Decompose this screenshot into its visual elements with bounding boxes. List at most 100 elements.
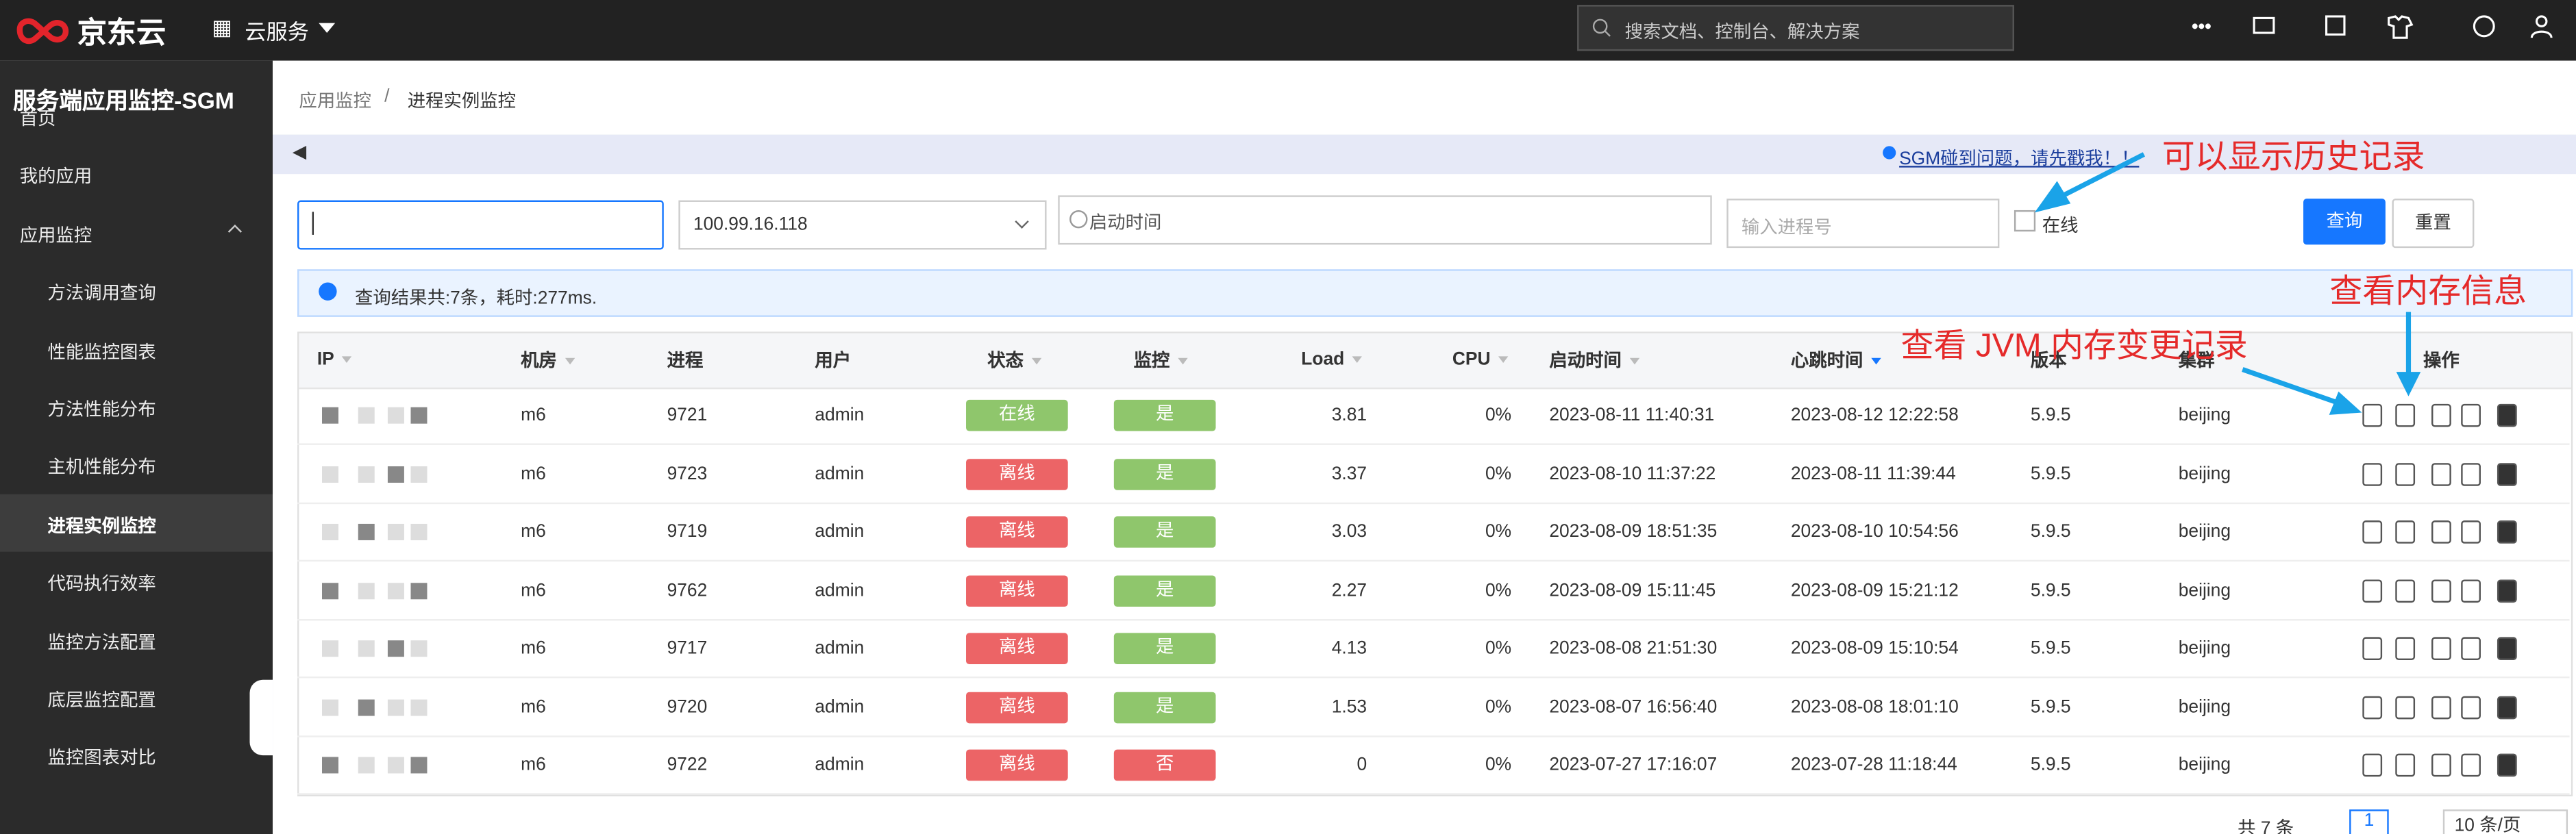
nav-item[interactable]: 代码执行效率 bbox=[47, 574, 156, 595]
nav-item[interactable]: 方法调用查询 bbox=[47, 284, 156, 305]
action-icon[interactable] bbox=[2395, 637, 2416, 660]
action-icon[interactable] bbox=[2395, 462, 2416, 485]
sort-icon[interactable] bbox=[1498, 356, 1509, 364]
search-box[interactable]: 搜索文档、控制台、解决方案 bbox=[1577, 5, 2014, 51]
action-icon[interactable] bbox=[2395, 520, 2416, 544]
start-time-input[interactable]: 启动时间 bbox=[1058, 195, 1712, 245]
cell: 2023-08-10 11:37:22 bbox=[1549, 464, 1716, 484]
nav-item[interactable]: 方法性能分布 bbox=[47, 401, 156, 420]
nav-item[interactable]: 进程实例监控 bbox=[47, 516, 156, 537]
sort-icon[interactable] bbox=[1178, 357, 1188, 365]
query-button[interactable]: 查询 bbox=[2303, 199, 2386, 245]
action-icon[interactable] bbox=[2431, 637, 2451, 660]
ip-blur bbox=[358, 698, 375, 716]
action-icon[interactable] bbox=[2362, 520, 2383, 544]
host-select[interactable]: 100.99.16.118 bbox=[678, 200, 1047, 250]
nav-item[interactable]: 监控方法配置 bbox=[47, 633, 156, 653]
search-placeholder: 搜索文档、控制台、解决方案 bbox=[1624, 23, 1860, 43]
action-icon[interactable] bbox=[2395, 403, 2416, 427]
nav-item[interactable]: 应用监控 bbox=[19, 226, 92, 247]
column-header[interactable]: 状态 bbox=[987, 346, 1042, 372]
cell: 3.81 bbox=[1331, 405, 1367, 426]
action-icon[interactable] bbox=[2497, 462, 2517, 485]
cell: m6 bbox=[521, 405, 546, 426]
sort-icon[interactable] bbox=[1629, 357, 1640, 365]
monitor-tag: 是 bbox=[1113, 458, 1216, 490]
action-icon[interactable] bbox=[2431, 579, 2451, 602]
action-icon[interactable] bbox=[2461, 753, 2481, 777]
cell: 4.13 bbox=[1331, 638, 1367, 659]
breadcrumb-item[interactable]: 应用监控 bbox=[299, 92, 371, 112]
action-icon[interactable] bbox=[2461, 462, 2481, 485]
nav-item[interactable]: 我的应用 bbox=[19, 168, 92, 188]
cell: 2023-08-11 11:40:31 bbox=[1549, 405, 1715, 426]
row-divider bbox=[297, 735, 2570, 737]
action-icon[interactable] bbox=[2497, 695, 2517, 719]
action-icon[interactable] bbox=[2362, 637, 2383, 660]
column-header[interactable]: 心跳时间 bbox=[1791, 346, 1881, 372]
cell: 2023-08-09 18:51:35 bbox=[1549, 522, 1718, 542]
action-icon[interactable] bbox=[2431, 753, 2451, 777]
action-icon[interactable] bbox=[2461, 520, 2481, 544]
column-header[interactable]: 监控 bbox=[1134, 346, 1188, 372]
collapse-button[interactable] bbox=[249, 679, 273, 756]
action-icon[interactable] bbox=[2362, 753, 2383, 777]
action-icon[interactable] bbox=[2461, 637, 2481, 660]
page-size[interactable]: 10 条/页 bbox=[2442, 809, 2568, 834]
action-icon[interactable] bbox=[2497, 579, 2517, 602]
action-icon[interactable] bbox=[2395, 695, 2416, 719]
action-icon[interactable] bbox=[2431, 403, 2451, 427]
start-time-placeholder: 启动时间 bbox=[1089, 213, 1162, 233]
cell: beijing bbox=[2178, 696, 2231, 717]
ip-blur bbox=[410, 640, 428, 657]
sort-icon[interactable] bbox=[565, 357, 575, 365]
action-icon[interactable] bbox=[2497, 753, 2517, 777]
grid-icon[interactable]: ▦ bbox=[212, 14, 232, 40]
column-header[interactable]: CPU bbox=[1452, 350, 1509, 370]
column-header[interactable]: 机房 bbox=[521, 346, 575, 372]
nav-item[interactable]: 性能监控图表 bbox=[47, 342, 156, 362]
ip-blur bbox=[322, 582, 338, 599]
action-icon[interactable] bbox=[2461, 695, 2481, 719]
pagination-page[interactable]: 1 bbox=[2349, 809, 2389, 834]
nav-item[interactable]: 监控图表对比 bbox=[47, 749, 156, 770]
sort-icon[interactable] bbox=[1352, 356, 1363, 364]
online-checkbox[interactable] bbox=[2014, 210, 2036, 232]
monitor-tag: 是 bbox=[1113, 516, 1216, 548]
nav-item[interactable]: 底层监控配置 bbox=[47, 691, 156, 711]
action-icon[interactable] bbox=[2395, 753, 2416, 777]
online-label[interactable]: 在线 bbox=[2042, 216, 2079, 237]
action-icon[interactable] bbox=[2362, 695, 2383, 719]
annotation: 查看内存信息 bbox=[2329, 274, 2527, 311]
notice-link[interactable]: SGM碰到问题，请先戳我！！ bbox=[1899, 149, 2140, 169]
ip-input[interactable] bbox=[297, 200, 664, 250]
reset-button[interactable]: 重置 bbox=[2392, 199, 2475, 249]
action-icon[interactable] bbox=[2461, 579, 2481, 602]
nav-item[interactable]: 首页 bbox=[19, 110, 56, 130]
action-icon[interactable] bbox=[2362, 403, 2383, 427]
ip-blur bbox=[410, 523, 428, 540]
sort-icon[interactable] bbox=[1871, 357, 1881, 365]
action-icon[interactable] bbox=[2461, 403, 2481, 427]
action-icon[interactable] bbox=[2395, 579, 2416, 602]
sort-icon[interactable] bbox=[1031, 357, 1042, 365]
sort-icon[interactable] bbox=[342, 356, 353, 364]
ip-blur bbox=[387, 407, 404, 424]
action-icon[interactable] bbox=[2362, 462, 2383, 485]
logo[interactable]: 京东云 bbox=[77, 16, 166, 49]
action-icon[interactable] bbox=[2362, 579, 2383, 602]
action-icon[interactable] bbox=[2431, 462, 2451, 485]
top-icons[interactable] bbox=[2185, 13, 2563, 46]
monitor-tag: 是 bbox=[1113, 633, 1216, 664]
menu[interactable]: 云服务 bbox=[245, 19, 309, 45]
action-icon[interactable] bbox=[2431, 520, 2451, 544]
nav-item[interactable]: 主机性能分布 bbox=[47, 458, 156, 479]
column-header[interactable]: Load bbox=[1301, 350, 1363, 370]
action-icon[interactable] bbox=[2497, 637, 2517, 660]
action-icon[interactable] bbox=[2497, 520, 2517, 544]
pid-input[interactable]: 输入进程号 bbox=[1726, 199, 2000, 249]
column-header[interactable]: IP bbox=[317, 350, 353, 370]
action-icon[interactable] bbox=[2431, 695, 2451, 719]
action-icon[interactable] bbox=[2497, 403, 2517, 427]
column-header[interactable]: 启动时间 bbox=[1549, 346, 1640, 372]
